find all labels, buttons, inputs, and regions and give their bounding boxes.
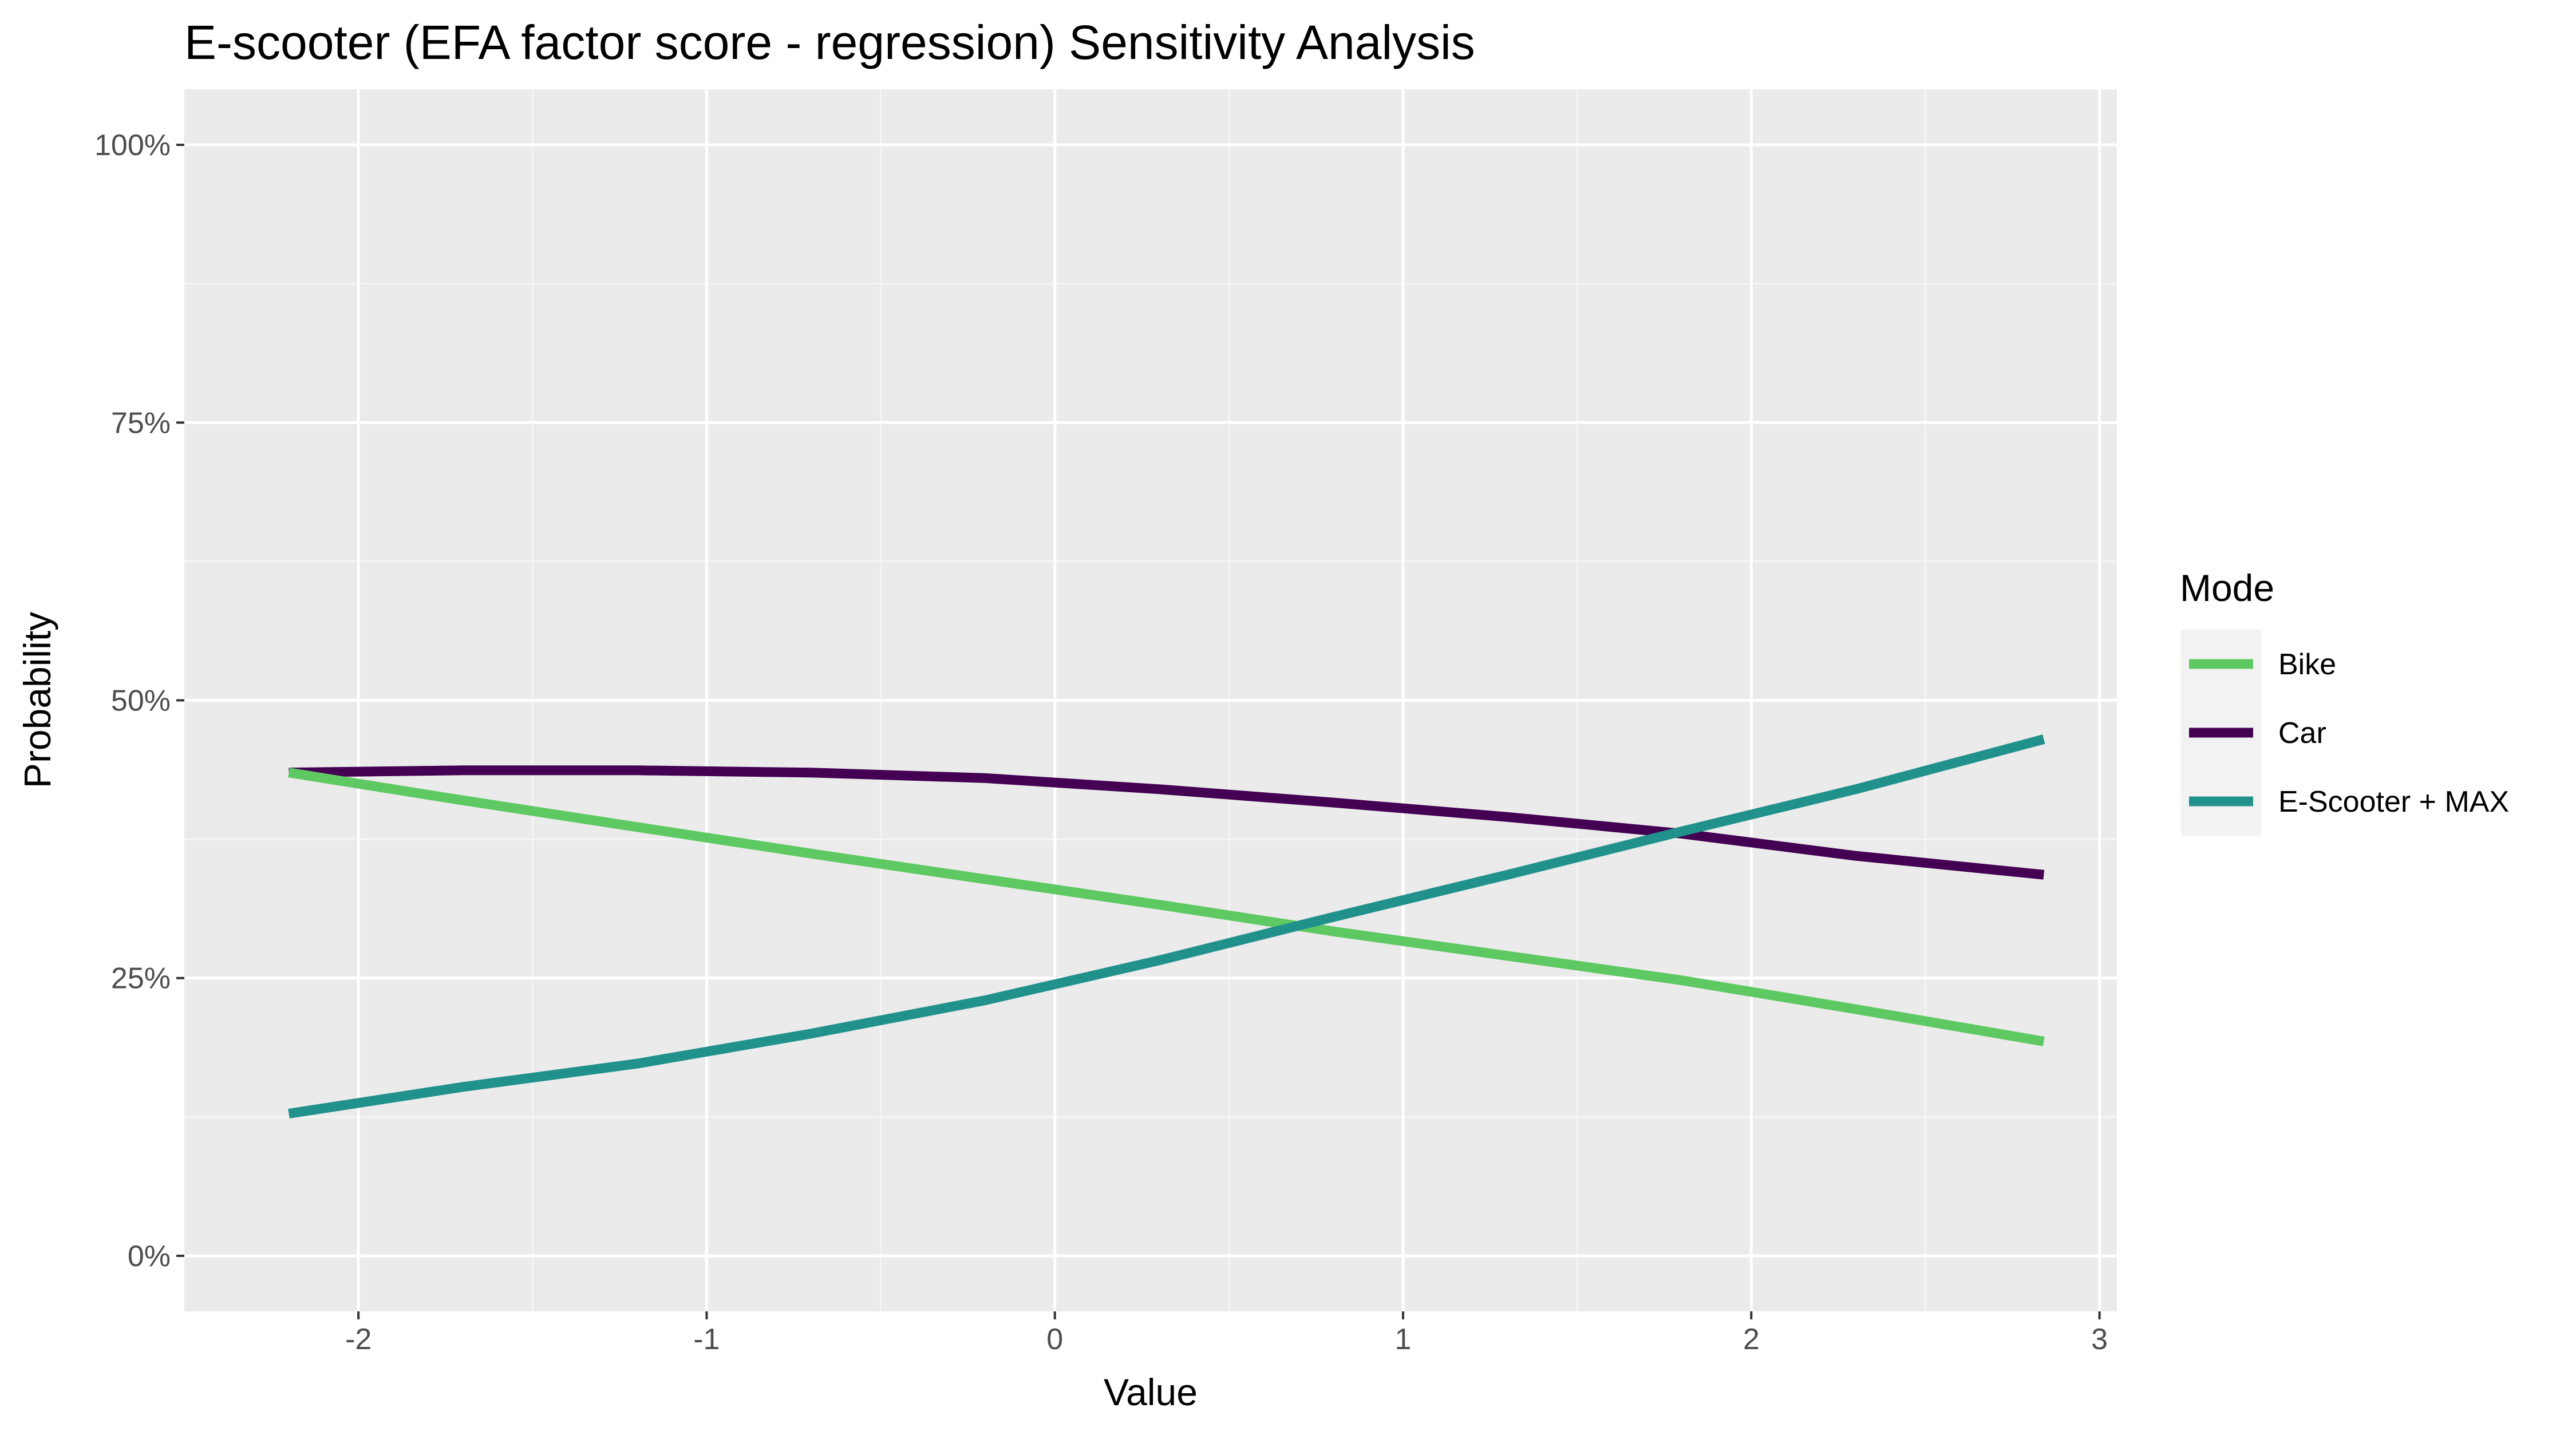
- axis-ticks: -2 -1 0 1 2 3 0% 25% 50% 75% 100%: [94, 129, 2108, 1356]
- y-tick-label: 25%: [111, 962, 171, 995]
- y-tick-label: 0%: [128, 1240, 171, 1273]
- series-lines: [288, 734, 2045, 1118]
- legend-title: Mode: [2180, 567, 2274, 609]
- y-tick-label: 100%: [94, 129, 171, 162]
- grid-lines: [184, 89, 2117, 1311]
- series-line-car: [289, 765, 2045, 880]
- x-axis-title: Value: [1104, 1371, 1198, 1413]
- x-tick-label: 2: [1743, 1323, 1760, 1356]
- x-tick-label: 1: [1395, 1323, 1412, 1356]
- x-tick-label: -1: [693, 1323, 720, 1356]
- y-tick-label: 50%: [111, 685, 171, 718]
- legend-label-bike: Bike: [2278, 648, 2336, 681]
- chart-title: E-scooter (EFA factor score - regression…: [184, 15, 1475, 69]
- y-tick-label: 75%: [111, 406, 171, 440]
- legend-label-e-scooter-max: E-Scooter + MAX: [2278, 785, 2509, 819]
- y-axis-title: Probability: [16, 612, 58, 788]
- legend-label-car: Car: [2278, 717, 2326, 750]
- series-line-bike: [288, 768, 2045, 1046]
- x-tick-label: 0: [1046, 1323, 1063, 1356]
- legend: Mode Bike Car E-Scooter + MAX: [2180, 567, 2509, 836]
- x-tick-label: -2: [345, 1323, 372, 1356]
- series-line-e-scooter-max: [288, 734, 2045, 1118]
- x-tick-label: 3: [2091, 1323, 2108, 1356]
